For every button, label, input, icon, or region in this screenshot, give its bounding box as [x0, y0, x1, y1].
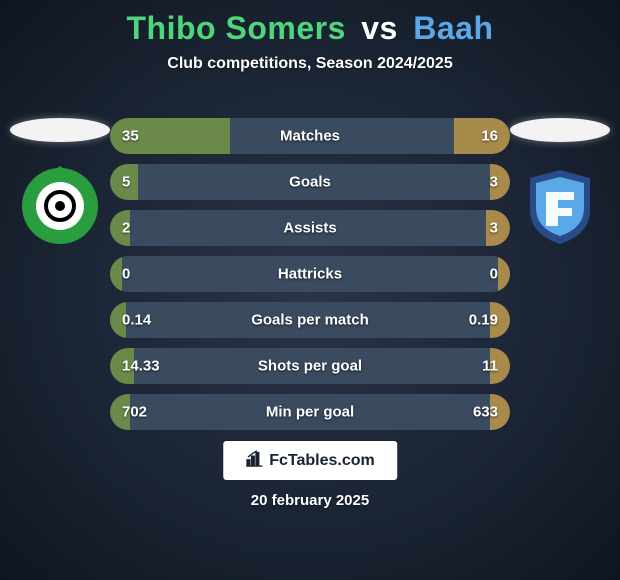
stat-row: 3516Matches [110, 118, 510, 154]
stat-label: Min per goal [110, 404, 510, 421]
stat-row: 53Goals [110, 164, 510, 200]
player1-silhouette [10, 118, 110, 142]
stat-label: Goals per match [110, 312, 510, 329]
comparison-title: Thibo Somers vs Baah [0, 0, 620, 47]
stat-row: 23Assists [110, 210, 510, 246]
stat-label: Shots per goal [110, 358, 510, 375]
player2-silhouette [510, 118, 610, 142]
vs-label: vs [361, 10, 398, 46]
stats-table: 3516Matches 53Goals 23Assists 00Hattricks 0.… [110, 118, 510, 440]
site-name: FcTables.com [269, 452, 375, 470]
chart-icon [245, 449, 263, 472]
stat-label: Assists [110, 220, 510, 237]
site-badge: FcTables.com [222, 440, 398, 481]
player2-club-crest [520, 166, 600, 246]
player2-avatar-block [500, 118, 620, 246]
player1-avatar-block [0, 118, 120, 246]
stat-label: Goals [110, 174, 510, 191]
stat-row: 0.140.19Goals per match [110, 302, 510, 338]
player2-name: Baah [413, 10, 493, 46]
subtitle: Club competitions, Season 2024/2025 [0, 55, 620, 73]
stat-label: Hattricks [110, 266, 510, 283]
stat-row: 00Hattricks [110, 256, 510, 292]
stat-row: 702633Min per goal [110, 394, 510, 430]
stat-row: 14.3311Shots per goal [110, 348, 510, 384]
stat-label: Matches [110, 128, 510, 145]
comparison-date: 20 february 2025 [0, 492, 620, 509]
player1-club-crest [20, 166, 100, 246]
player1-name: Thibo Somers [127, 10, 346, 46]
